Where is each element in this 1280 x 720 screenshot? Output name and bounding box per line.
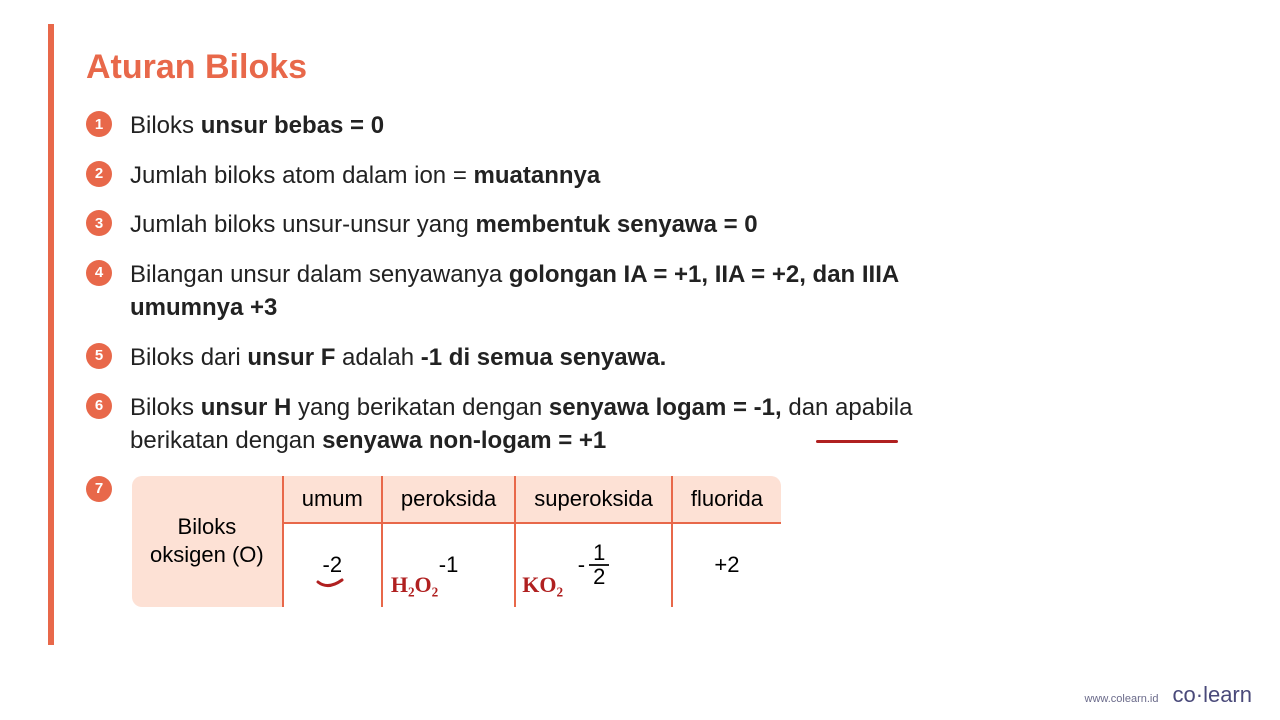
row-header-line2: oksigen (O) <box>150 542 264 567</box>
rule-item: 3 Jumlah biloks unsur-unsur yang membentu… <box>86 208 968 242</box>
footer-brand: co·learn <box>1173 682 1253 708</box>
rule-text: Bilangan unsur dalam senyawanya golongan… <box>130 258 968 325</box>
rule-bullet: 5 <box>86 343 112 369</box>
col-fluorida: fluorida <box>672 475 782 523</box>
rule-bullet: 4 <box>86 260 112 286</box>
underline-annotation <box>816 440 898 443</box>
rule-text: Biloks unsur bebas = 0 <box>130 109 384 143</box>
fraction: - 1 2 <box>578 542 610 588</box>
rule-text: Biloks dari unsur F adalah -1 di semua s… <box>130 341 666 375</box>
footer-url: www.colearn.id <box>1085 693 1159 705</box>
footer: www.colearn.id co·learn <box>1085 682 1252 708</box>
value-superoksida: - 1 2 KO₂ <box>515 523 672 608</box>
rule-7-row: 7 Biloks oksigen (O) umum peroksida supe… <box>86 474 968 609</box>
annotation-ko2: KO₂ <box>522 572 563 598</box>
col-umum: umum <box>283 475 382 523</box>
check-annotation <box>316 578 346 592</box>
table-header-row: Biloks oksigen (O) umum peroksida supero… <box>131 475 782 523</box>
rule-item: 5 Biloks dari unsur F adalah -1 di semua … <box>86 341 968 375</box>
rule-item: 4 Bilangan unsur dalam senyawanya golonga… <box>86 258 968 325</box>
annotation-h2o2: H₂O₂ <box>391 572 438 598</box>
rule-bullet: 2 <box>86 161 112 187</box>
rule-bullet: 6 <box>86 393 112 419</box>
rule-item: 2 Jumlah biloks atom dalam ion = muatanny… <box>86 159 968 193</box>
rule-item: 1 Biloks unsur bebas = 0 <box>86 109 968 143</box>
value-fluorida: +2 <box>672 523 782 608</box>
rule-bullet: 1 <box>86 111 112 137</box>
rule-text: Biloks unsur H yang berikatan dengan sen… <box>130 391 968 458</box>
card-title: Aturan Biloks <box>86 48 968 87</box>
rule-text: Jumlah biloks atom dalam ion = muatannya <box>130 159 600 193</box>
bullet-7: 7 <box>86 476 112 502</box>
col-peroksida: peroksida <box>382 475 515 523</box>
rules-list: 1 Biloks unsur bebas = 0 2 Jumlah biloks at… <box>86 109 968 458</box>
value-umum: -2 <box>283 523 382 608</box>
oxidation-table: Biloks oksigen (O) umum peroksida supero… <box>130 474 783 609</box>
rules-card: Aturan Biloks 1 Biloks unsur bebas = 0 2 Ju… <box>48 24 988 645</box>
col-superoksida: superoksida <box>515 475 672 523</box>
row-header: Biloks oksigen (O) <box>131 475 283 608</box>
rule-text: Jumlah biloks unsur-unsur yang membentuk… <box>130 208 758 242</box>
rule-bullet: 3 <box>86 210 112 236</box>
rule-item: 6 Biloks unsur H yang berikatan dengan se… <box>86 391 968 458</box>
row-header-line1: Biloks <box>178 514 237 539</box>
value-peroksida: -1 H₂O₂ <box>382 523 515 608</box>
